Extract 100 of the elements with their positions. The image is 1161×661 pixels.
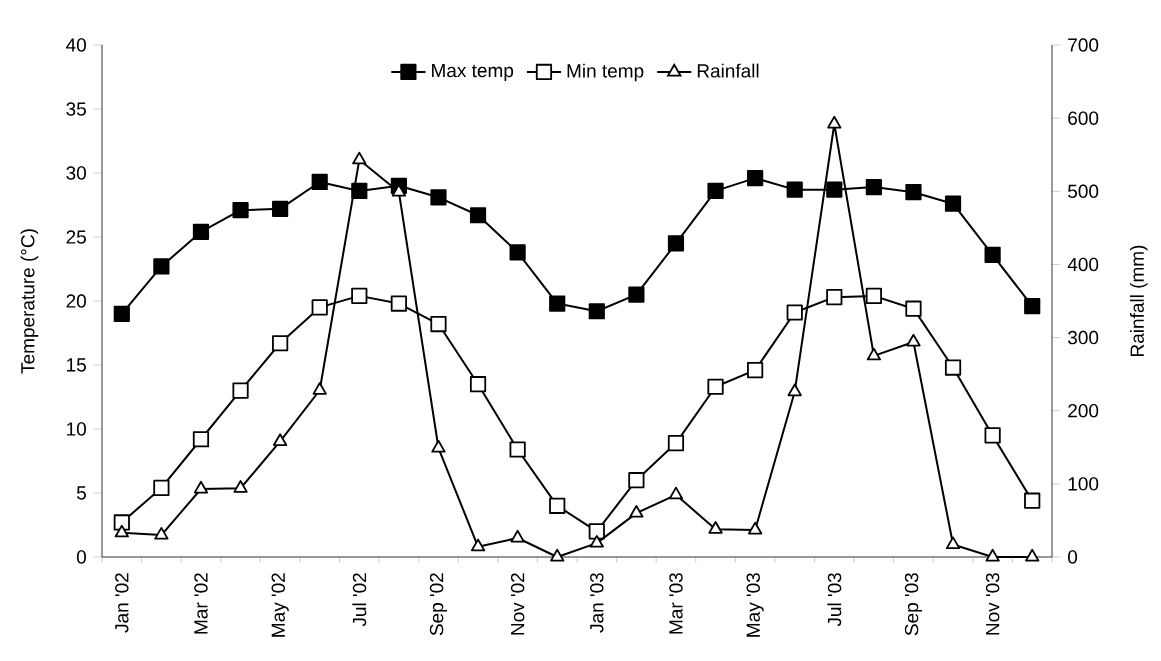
point: [984, 246, 1001, 264]
y2-tick-label: 300: [1067, 330, 1099, 345]
x-tick-label: Nov '02: [510, 573, 525, 635]
x-tick-label: Mar '02: [194, 573, 208, 634]
y2-tick-label: 100: [1068, 477, 1099, 491]
point: [787, 383, 802, 397]
point: [113, 305, 130, 322]
point: [906, 333, 921, 347]
x-tick-label: Jul '02: [352, 573, 367, 627]
point: [193, 480, 209, 494]
point: [905, 184, 922, 201]
point: [628, 472, 645, 489]
point: [945, 536, 961, 550]
point: [431, 439, 446, 453]
point: [826, 289, 843, 306]
point: [312, 382, 327, 395]
point: [153, 479, 170, 496]
point: [430, 189, 447, 206]
y-tick-label: 20: [66, 294, 86, 308]
point: [667, 434, 685, 452]
point: [233, 480, 248, 493]
point: [707, 378, 724, 395]
point: [865, 287, 882, 304]
point: [985, 548, 1000, 562]
legend-label: Rainfall: [697, 63, 759, 78]
x-tick-label: Sep '03: [904, 573, 923, 636]
point: [469, 376, 487, 393]
point: [588, 523, 605, 540]
point: [272, 335, 289, 352]
point: [826, 181, 843, 198]
y-tick-label: 0: [76, 550, 86, 564]
point: [865, 178, 882, 196]
point: [390, 295, 407, 312]
y-tick-label: 15: [67, 358, 86, 372]
point: [509, 441, 526, 458]
y-tick-label: 35: [66, 102, 86, 116]
x-tick-label: May '02: [271, 573, 289, 637]
point: [430, 315, 447, 333]
point: [113, 514, 130, 531]
point: [1024, 298, 1041, 315]
y2-tick-label: 700: [1068, 38, 1099, 52]
point: [747, 170, 764, 187]
point: [747, 362, 764, 379]
point: [667, 235, 685, 252]
point: [273, 433, 288, 446]
point: [866, 347, 882, 361]
point: [311, 299, 328, 316]
point: [984, 427, 1001, 444]
point: [232, 382, 249, 399]
point: [1024, 492, 1041, 509]
point: [154, 526, 169, 540]
point: [153, 258, 170, 275]
point: [944, 359, 962, 376]
y-tick-label: 40: [66, 38, 86, 52]
x-tick-label: Jan '03: [590, 573, 604, 633]
point: [311, 173, 328, 191]
point: [748, 521, 763, 535]
point: [707, 182, 724, 200]
y-tick-label: 25: [66, 230, 86, 244]
x-tick-label: Jul '03: [827, 573, 842, 627]
point: [352, 151, 367, 165]
point: [192, 431, 210, 448]
y2-tick-label: 600: [1068, 111, 1099, 125]
point: [232, 202, 249, 219]
point: [114, 524, 129, 538]
point: [827, 115, 842, 129]
x-tick-label: Mar '03: [669, 573, 683, 634]
point: [629, 505, 644, 518]
point: [549, 497, 566, 514]
y2-axis-title: Rainfall (mm): [1129, 245, 1148, 356]
y-tick-label: 30: [66, 166, 86, 180]
point: [549, 295, 566, 312]
y2-tick-label: 200: [1068, 403, 1099, 418]
y2-tick-label: 500: [1068, 184, 1099, 199]
point: [272, 200, 289, 217]
point: [1025, 548, 1040, 562]
point: [550, 548, 565, 562]
x-tick-label: Nov '03: [985, 573, 1000, 635]
y-tick-label: 5: [76, 486, 86, 500]
point: [905, 300, 922, 317]
point: [192, 223, 210, 240]
x-tick-label: May '03: [746, 573, 764, 637]
point: [509, 244, 526, 261]
point: [628, 286, 645, 303]
legend-label: Min temp: [567, 63, 644, 82]
y2-tick-label: 400: [1067, 257, 1099, 272]
point: [944, 195, 962, 212]
point: [510, 529, 525, 543]
point: [786, 181, 803, 198]
point: [588, 303, 605, 320]
y-axis-title: Temperature (°C): [20, 229, 39, 374]
point: [589, 535, 604, 548]
x-tick-label: Jan '02: [115, 573, 129, 633]
point: [351, 287, 368, 304]
y-tick-label: 10: [67, 422, 86, 436]
y2-tick-label: 0: [1068, 550, 1078, 564]
point: [470, 538, 486, 552]
point: [469, 207, 487, 224]
point: [786, 304, 803, 321]
x-tick-label: Sep '02: [429, 573, 448, 636]
